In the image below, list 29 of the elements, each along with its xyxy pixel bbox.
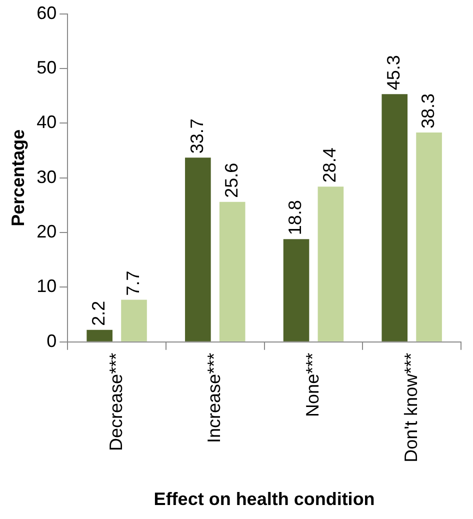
data-label: 38.3 [418,93,438,128]
bar [283,239,310,342]
y-tick-label: 40 [36,112,57,132]
data-label: 7.7 [122,270,143,296]
bar [121,300,147,342]
x-tick-label: Increase*** [204,352,224,443]
data-label: 45.3 [384,55,404,90]
y-tick-label: 0 [46,330,57,351]
data-label: 28.4 [320,148,340,183]
y-tick-label: 20 [36,222,57,242]
bar [318,186,344,342]
x-tick-label: Don't know*** [400,352,421,462]
data-label: 25.6 [221,162,242,198]
bar [219,202,246,342]
y-tick-label: 10 [36,276,57,296]
y-tick-label: 50 [36,57,57,78]
x-tick-label: Decrease*** [106,352,126,451]
x-axis-title: Effect on health condition [154,489,375,510]
data-label: 33.7 [186,118,207,154]
y-axis-title: Percentage [8,129,28,226]
bar [382,94,408,342]
bar [86,330,112,342]
bar [185,158,211,342]
x-tick-label: None*** [302,352,322,417]
bar [416,132,442,342]
data-label: 18.8 [285,200,306,236]
y-tick-label: 30 [36,166,57,187]
data-label: 2.2 [88,300,109,326]
y-tick-label: 60 [36,2,57,23]
